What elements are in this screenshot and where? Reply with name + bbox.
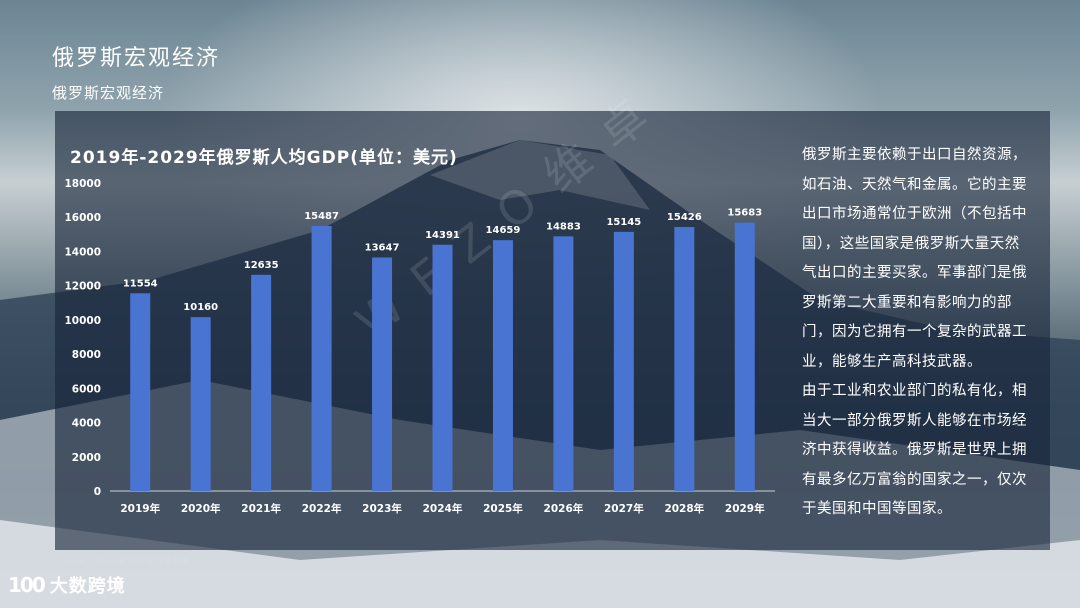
x-tick-label: 2023年 [362,502,402,515]
y-tick-label: 0 [94,486,101,498]
x-tick-label: 2025年 [483,502,523,515]
x-tick-label: 2021年 [241,502,281,515]
y-tick-label: 12000 [64,281,101,293]
data-label: 15487 [304,211,339,222]
bar [372,257,393,491]
bar [190,317,211,491]
data-label: 15683 [727,208,762,219]
x-tick-label: 2026年 [544,502,584,515]
y-tick-label: 18000 [64,178,101,190]
y-tick-label: 8000 [72,349,101,361]
data-label: 15145 [606,217,641,228]
description-text: 俄罗斯主要依赖于出口自然资源，如石油、天然气和金属。它的主要出口市场通常位于欧洲… [802,141,1032,525]
data-label: 14883 [546,221,581,232]
page-title: 俄罗斯宏观经济 [52,46,221,71]
brand-logo: 100 大数跨境 [8,572,126,598]
description-paragraph-2: 由于工业和农业部门的私有化，相当大一部分俄罗斯人能够在市场经济中获得收益。俄罗斯… [802,383,1027,517]
data-label: 13647 [365,242,400,253]
x-tick-label: 2028年 [664,502,704,515]
y-tick-label: 16000 [64,212,101,224]
x-tick-label: 2029年 [725,502,765,515]
y-tick-label: 6000 [72,383,101,395]
x-tick-label: 2020年 [181,502,221,515]
source-note: ista； [120,579,148,588]
bar [492,240,513,491]
bar [734,222,755,492]
data-label: 15426 [667,212,702,223]
bar [251,274,272,491]
y-tick-label: 2000 [72,452,101,464]
bar [553,236,574,491]
forecast-note: Note：2024年后数据为预测值 [62,557,191,566]
data-label: 12635 [244,260,279,271]
bar [311,226,332,491]
description-paragraph-1: 俄罗斯主要依赖于出口自然资源，如石油、天然气和金属。它的主要出口市场通常位于欧洲… [802,147,1027,370]
bar [674,227,695,491]
data-label: 14659 [486,225,521,236]
x-tick-label: 2019年 [120,502,160,515]
data-label: 11554 [123,278,158,289]
bar [432,244,453,491]
y-tick-label: 10000 [64,315,101,327]
x-tick-label: 2027年 [604,502,644,515]
content-panel [55,111,1050,550]
x-tick-label: 2024年 [423,502,463,515]
chart-title: 2019年-2029年俄罗斯人均GDP(单位：美元) [70,148,458,168]
bar [130,293,151,491]
y-tick-label: 4000 [72,418,101,430]
bar [613,231,634,491]
page-subtitle: 俄罗斯宏观经济 [52,84,165,102]
data-label: 14391 [425,230,460,241]
logo-name: 大数跨境 [49,576,126,597]
y-tick-label: 14000 [64,246,101,258]
x-tick-label: 2022年 [302,502,342,515]
data-label: 10160 [183,302,218,313]
logo-icon: 100 [8,573,46,597]
